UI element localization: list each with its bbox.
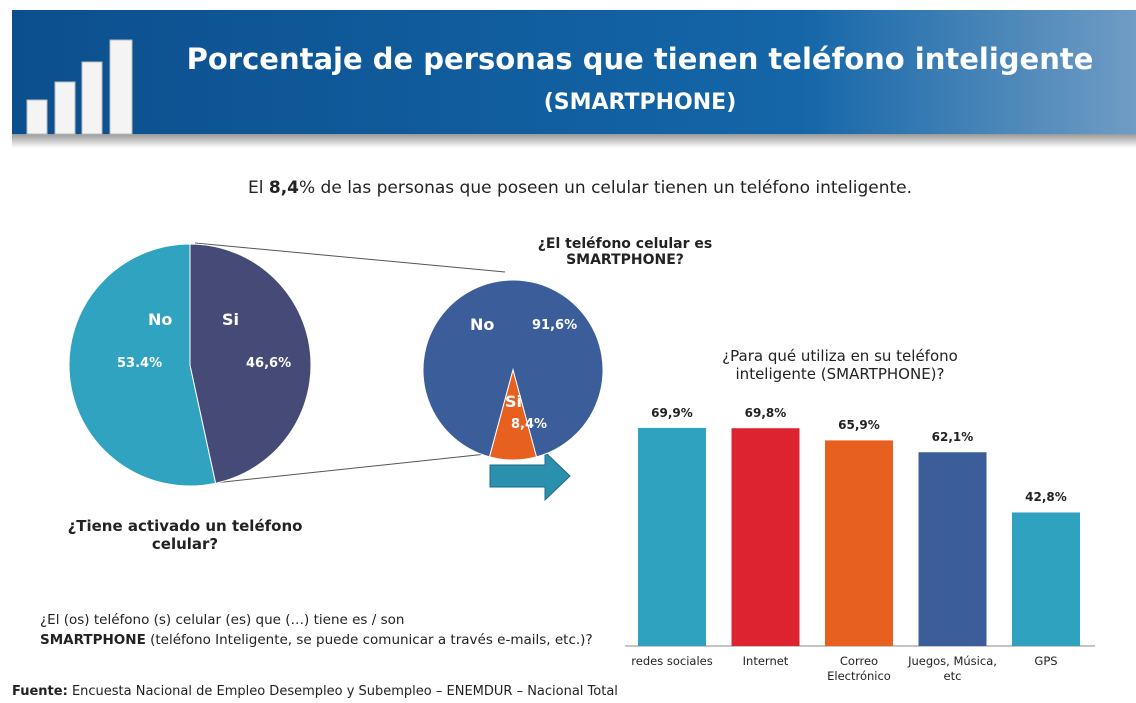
data-label: 69,8% [744,406,787,421]
source: Fuente: Encuesta Nacional de Empleo Dese… [12,684,1112,699]
headline-rest: % de las personas que poseen un celular … [298,178,913,198]
slice-value: 53.4% [117,356,163,371]
bar-title: ¿Para qué utiliza en su teléfono intelig… [722,347,958,383]
arrow [489,450,571,502]
pie-slice [68,243,217,487]
slice-label: No [470,315,495,334]
x-tick-label: Juegos, Música, etc [908,654,997,683]
header-icon [26,39,133,135]
source-label: Fuente: [12,684,68,699]
data-label: 62,1% [931,430,974,445]
source-text: Encuesta Nacional de Empleo Desempleo y … [71,684,618,699]
headline-highlight: 8,4 [268,178,299,198]
slice-value: 46,6% [246,356,292,371]
x-tick-label: GPS [1034,654,1058,668]
bar [731,428,800,646]
pie-slice [189,243,312,484]
question-rest: (teléfono Inteligente, se puede comunica… [150,632,593,648]
slice-value: 8,4% [511,417,548,432]
subtitle: (SMARTPHONE) [543,90,737,115]
data-label: 65,9% [838,418,880,433]
pie-title: ¿Tiene activado un teléfono celular? [67,517,303,553]
question-lead: ¿El (os) teléfono (s) celular (es) que (… [40,612,405,628]
bar [638,427,706,646]
bar [918,452,987,646]
title: Porcentaje de personas que tienen teléfo… [186,42,1094,76]
pie-slice [488,368,538,461]
pie-title: ¿El teléfono celular es SMARTPHONE? [537,236,713,268]
slice-label: No [148,310,173,329]
data-label: 69,9% [651,405,693,420]
x-tick-label: Internet [742,654,789,668]
question: ¿El (os) teléfono (s) celular (es) que (… [40,610,600,650]
header-band [12,10,1136,134]
x-tick-label: Correo Electrónico [827,654,891,683]
x-tick-label: redes sociales [631,654,713,668]
slice-label: Si [505,392,523,411]
slice-value: 91,6% [532,318,578,333]
headline-lead: El [247,178,264,198]
header-shadow [12,134,1136,148]
connector [194,451,506,486]
headline: El 8,4% de las personas que poseen un ce… [100,178,1060,198]
slice-label: Si [222,310,240,329]
question-highlight: SMARTPHONE [40,632,146,648]
bar [1012,512,1080,646]
bar [825,440,893,646]
connector [194,242,506,273]
data-label: 42,8% [1025,490,1067,505]
